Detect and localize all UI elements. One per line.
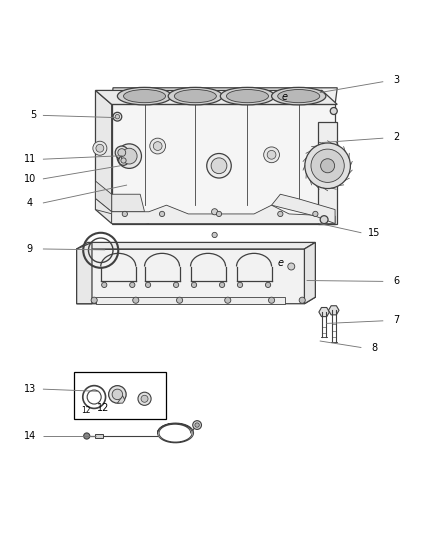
- Ellipse shape: [272, 87, 326, 105]
- Text: e: e: [277, 258, 283, 268]
- Polygon shape: [318, 122, 337, 223]
- Ellipse shape: [267, 150, 276, 159]
- Polygon shape: [95, 434, 103, 438]
- Ellipse shape: [278, 211, 283, 216]
- Text: e: e: [282, 92, 288, 102]
- Ellipse shape: [237, 282, 243, 287]
- Ellipse shape: [115, 115, 120, 119]
- Ellipse shape: [268, 297, 275, 303]
- Ellipse shape: [173, 282, 179, 287]
- Ellipse shape: [117, 144, 141, 168]
- Text: 9: 9: [27, 244, 33, 254]
- Ellipse shape: [84, 433, 90, 439]
- Ellipse shape: [91, 297, 97, 303]
- Ellipse shape: [121, 158, 126, 163]
- Text: 6: 6: [393, 276, 399, 286]
- Polygon shape: [319, 308, 329, 317]
- Polygon shape: [304, 243, 315, 304]
- Ellipse shape: [130, 282, 135, 287]
- Ellipse shape: [212, 209, 218, 215]
- Bar: [74, 372, 166, 419]
- Polygon shape: [272, 194, 335, 223]
- Ellipse shape: [219, 282, 225, 287]
- Ellipse shape: [133, 297, 139, 303]
- Polygon shape: [95, 91, 112, 223]
- Polygon shape: [95, 91, 337, 104]
- Polygon shape: [95, 199, 149, 223]
- Text: 13: 13: [24, 384, 36, 394]
- Ellipse shape: [150, 138, 166, 154]
- Ellipse shape: [193, 421, 201, 430]
- Polygon shape: [112, 205, 335, 223]
- Ellipse shape: [211, 158, 227, 174]
- Text: 10: 10: [24, 174, 36, 184]
- Ellipse shape: [226, 90, 268, 103]
- Ellipse shape: [102, 282, 107, 287]
- Polygon shape: [112, 104, 335, 223]
- Ellipse shape: [313, 211, 318, 216]
- Ellipse shape: [305, 143, 350, 189]
- Ellipse shape: [212, 232, 217, 238]
- Ellipse shape: [145, 282, 151, 287]
- Text: 2: 2: [393, 132, 399, 142]
- Ellipse shape: [207, 154, 231, 178]
- Ellipse shape: [311, 149, 344, 182]
- Text: 12: 12: [97, 402, 109, 413]
- Ellipse shape: [124, 90, 166, 103]
- Ellipse shape: [321, 159, 335, 173]
- Ellipse shape: [96, 144, 104, 152]
- Ellipse shape: [115, 146, 128, 159]
- Text: 15: 15: [368, 228, 381, 238]
- Polygon shape: [77, 249, 315, 304]
- Ellipse shape: [121, 148, 137, 164]
- Ellipse shape: [191, 282, 197, 287]
- Polygon shape: [117, 395, 125, 403]
- Ellipse shape: [112, 389, 123, 400]
- Ellipse shape: [119, 156, 128, 165]
- Ellipse shape: [220, 87, 275, 105]
- Ellipse shape: [159, 211, 165, 216]
- Ellipse shape: [288, 263, 295, 270]
- Ellipse shape: [174, 90, 216, 103]
- Polygon shape: [112, 88, 337, 104]
- Polygon shape: [112, 194, 145, 212]
- Text: 11: 11: [24, 154, 36, 164]
- Ellipse shape: [278, 90, 320, 103]
- Text: 5: 5: [30, 110, 36, 120]
- Ellipse shape: [109, 386, 126, 403]
- Ellipse shape: [138, 392, 151, 405]
- Ellipse shape: [118, 149, 126, 157]
- Text: 4: 4: [27, 198, 33, 208]
- Ellipse shape: [320, 216, 328, 223]
- Polygon shape: [95, 181, 112, 212]
- Ellipse shape: [93, 141, 107, 155]
- Ellipse shape: [122, 211, 127, 216]
- Polygon shape: [328, 306, 339, 315]
- Text: 7: 7: [393, 315, 399, 325]
- Ellipse shape: [168, 87, 223, 105]
- Ellipse shape: [113, 112, 122, 121]
- Ellipse shape: [117, 87, 172, 105]
- Text: 12: 12: [81, 407, 91, 415]
- Ellipse shape: [264, 147, 279, 163]
- Ellipse shape: [153, 142, 162, 150]
- Ellipse shape: [195, 423, 199, 427]
- Ellipse shape: [216, 211, 222, 216]
- Polygon shape: [77, 243, 315, 249]
- Polygon shape: [96, 297, 285, 304]
- Ellipse shape: [225, 297, 231, 303]
- Ellipse shape: [177, 297, 183, 303]
- Text: 8: 8: [371, 343, 378, 352]
- Ellipse shape: [141, 395, 148, 402]
- Polygon shape: [77, 243, 92, 304]
- Text: 3: 3: [393, 75, 399, 85]
- Ellipse shape: [265, 282, 271, 287]
- Ellipse shape: [299, 297, 305, 303]
- Ellipse shape: [330, 108, 337, 115]
- Text: 14: 14: [24, 431, 36, 441]
